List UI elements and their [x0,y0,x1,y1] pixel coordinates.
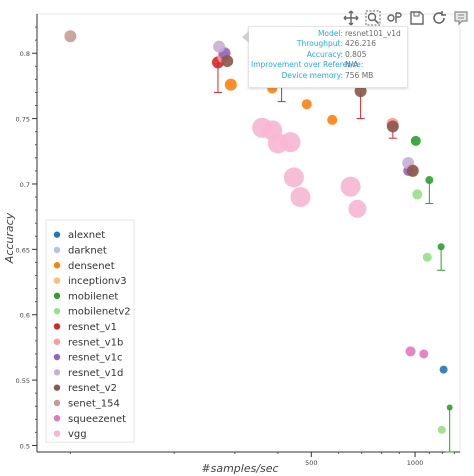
tooltip-row: Throughput: 426.216 [296,39,377,49]
x-tick-label: 1000 [407,459,424,467]
data-point [283,167,304,188]
tooltip-row: Model: resnet101_v1d [317,29,401,38]
data-point [348,199,367,218]
legend-swatch [53,246,61,254]
legend-label: resnet_v2 [68,383,117,394]
legend-label: vgg [68,429,87,440]
data-point [437,243,445,251]
data-point [412,189,423,200]
legend-swatch [53,384,61,391]
tooltip-row: Device memory: 756 MB [281,70,374,80]
y-tick-label: 0.55 [16,377,30,385]
data-point [340,176,361,197]
legend-label: darknet [68,245,107,256]
legend-label: mobilenet [68,291,118,302]
tooltip-arrow [242,31,249,43]
y-axis-label: Accuracy [3,212,16,264]
legend-label: resnet_v1d [68,368,123,379]
wheel-zoom-icon[interactable] [384,8,406,28]
y-tick-label: 0.75 [16,116,30,124]
data-point [224,78,237,91]
legend-label: resnet_v1b [68,337,123,348]
data-point [437,425,446,434]
data-point [221,55,234,68]
y-tick-label: 0.8 [20,50,30,58]
legend-swatch [53,353,61,361]
data-point [425,176,434,185]
data-point [64,30,77,43]
y-tick-label: 0.5 [20,442,30,450]
legend-label: squeezenet [68,414,126,425]
pan-icon[interactable] [340,8,362,28]
data-point [386,120,399,133]
data-point [213,40,226,53]
data-point [354,85,367,98]
data-point [439,365,448,374]
legend-swatch [53,369,61,376]
x-axis-label: #samples/sec [201,462,278,475]
legend-swatch [53,415,61,422]
data-point [301,99,312,110]
legend-label: resnet_v1 [68,322,117,333]
data-point [280,132,301,153]
legend-swatch [53,399,61,407]
data-point [405,346,416,357]
tooltip-row: Accuracy: 0.805 [306,49,367,59]
x-tick-label: 500 [305,459,317,467]
reset-icon[interactable] [428,8,450,28]
hover-icon[interactable] [450,8,472,28]
legend-label: inceptionv3 [68,276,127,287]
legend-label: senet_154 [68,398,120,409]
data-point [406,164,419,177]
legend [45,219,135,443]
data-point [410,135,421,146]
y-tick-label: 0.6 [20,312,30,320]
legend-label: mobilenetv2 [68,307,131,318]
plot-toolbar [340,8,472,28]
data-point [419,349,429,359]
save-icon[interactable] [406,8,428,28]
hover-tooltip: Model: resnet101_v1d Throughput: 426.216 A… [242,26,408,88]
legend-label: alexnet [68,230,105,241]
legend-swatch [53,231,61,238]
y-tick-label: 0.65 [16,246,30,254]
legend-swatch [53,430,61,437]
data-point [327,114,338,125]
tooltip-row: Improvement over Reference: N/A [251,60,364,70]
legend-label: densenet [68,261,115,272]
data-point [446,404,453,411]
y-tick-label: 0.7 [20,181,30,189]
legend-swatch [53,307,61,315]
legend-swatch [53,338,61,345]
box-zoom-icon[interactable] [362,8,384,28]
data-point [422,252,432,262]
legend-swatch [53,277,61,284]
legend-swatch [53,292,61,300]
legend-swatch [53,323,61,330]
data-point [290,187,311,208]
legend-swatch [53,262,61,269]
legend-label: resnet_v1c [68,353,122,364]
